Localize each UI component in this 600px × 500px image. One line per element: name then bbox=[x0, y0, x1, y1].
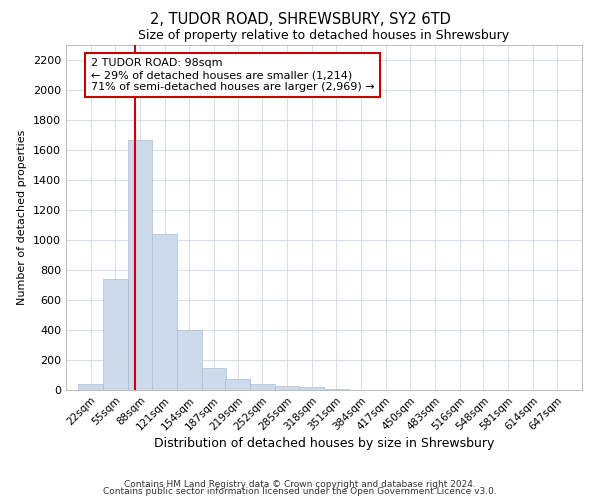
Bar bbox=[324, 389, 349, 390]
Bar bbox=[177, 330, 202, 390]
Bar bbox=[79, 384, 103, 390]
Title: Size of property relative to detached houses in Shrewsbury: Size of property relative to detached ho… bbox=[139, 30, 509, 43]
Y-axis label: Number of detached properties: Number of detached properties bbox=[17, 130, 28, 305]
Bar bbox=[128, 140, 152, 390]
Bar bbox=[152, 234, 177, 390]
Bar bbox=[226, 379, 250, 390]
Text: Contains HM Land Registry data © Crown copyright and database right 2024.: Contains HM Land Registry data © Crown c… bbox=[124, 480, 476, 489]
Bar bbox=[202, 368, 226, 390]
Bar bbox=[275, 386, 299, 390]
Text: 2 TUDOR ROAD: 98sqm
← 29% of detached houses are smaller (1,214)
71% of semi-det: 2 TUDOR ROAD: 98sqm ← 29% of detached ho… bbox=[91, 58, 374, 92]
Text: Contains public sector information licensed under the Open Government Licence v3: Contains public sector information licen… bbox=[103, 487, 497, 496]
X-axis label: Distribution of detached houses by size in Shrewsbury: Distribution of detached houses by size … bbox=[154, 438, 494, 450]
Text: 2, TUDOR ROAD, SHREWSBURY, SY2 6TD: 2, TUDOR ROAD, SHREWSBURY, SY2 6TD bbox=[149, 12, 451, 28]
Bar bbox=[250, 384, 275, 390]
Bar bbox=[103, 279, 128, 390]
Bar bbox=[299, 387, 324, 390]
